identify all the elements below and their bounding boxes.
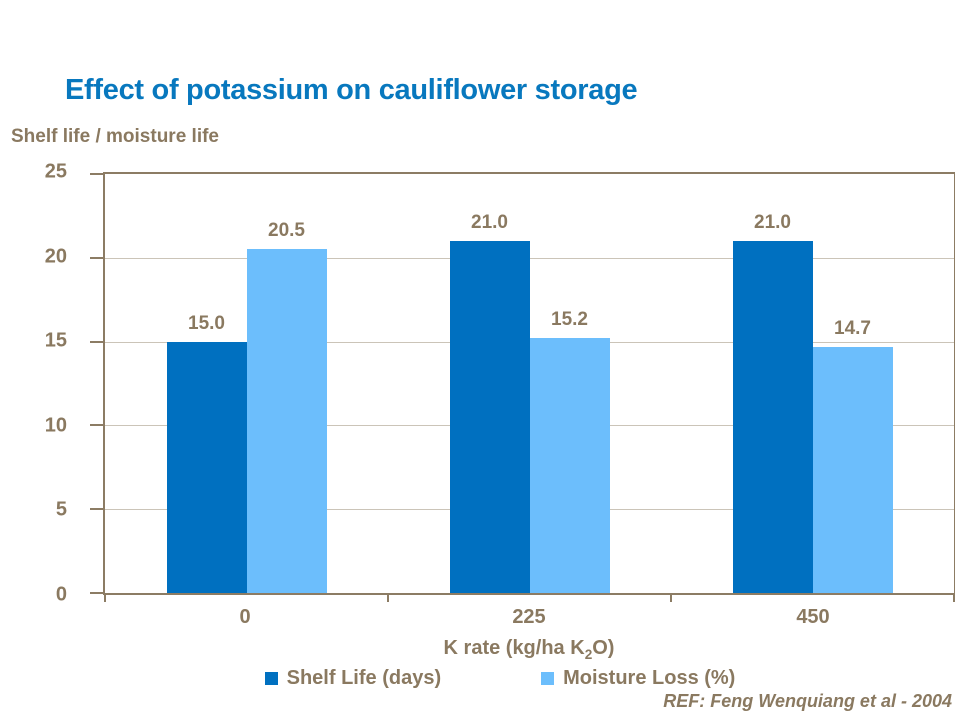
y-tick-label: 0 bbox=[55, 583, 67, 606]
gridline bbox=[105, 257, 954, 259]
x-tick-mark bbox=[386, 594, 389, 602]
y-tick-mark bbox=[90, 508, 103, 511]
legend-item-shelf-life-days: Shelf Life (days) bbox=[264, 667, 442, 690]
y-tick-label: 5 bbox=[55, 498, 67, 521]
x-tick-label: 0 bbox=[239, 606, 251, 628]
x-axis-title-text-end: O) bbox=[592, 637, 615, 659]
x-axis-title-text: K rate (kg/ha K bbox=[443, 637, 585, 659]
bar-moisture-loss: 20.5 bbox=[246, 221, 327, 593]
y-tick-mark bbox=[90, 173, 103, 175]
plot-area: 15.0 20.5 21.0 15.2 21.0 14.7 bbox=[90, 172, 955, 602]
x-tick-mark bbox=[953, 594, 955, 602]
x-axis-title-subscript: 2 bbox=[584, 647, 593, 662]
x-tick-mark bbox=[104, 594, 106, 602]
bar-group-450: 21.0 14.7 bbox=[671, 174, 954, 593]
bar-value-label: 15.0 bbox=[188, 312, 225, 334]
reference-text: REF: Feng Wenquiang et al - 2004 bbox=[663, 691, 952, 711]
y-tick-mark bbox=[90, 592, 103, 594]
y-tick-label: 20 bbox=[44, 245, 67, 268]
legend: Shelf Life (days) Moisture Loss (%) bbox=[50, 667, 950, 690]
bar-moisture-loss: 14.7 bbox=[812, 319, 893, 593]
legend-label: Moisture Loss (%) bbox=[563, 667, 736, 689]
bar-group-225: 21.0 15.2 bbox=[388, 174, 671, 593]
bar-groups: 15.0 20.5 21.0 15.2 21.0 14.7 bbox=[105, 174, 954, 593]
legend-label: Shelf Life (days) bbox=[286, 667, 442, 689]
bar-shelf-life-days: 21.0 bbox=[732, 213, 813, 593]
y-tick-mark bbox=[90, 424, 103, 427]
bar-value-label: 14.7 bbox=[834, 317, 871, 339]
y-tick-mark bbox=[90, 256, 103, 259]
bar-group-0: 15.0 20.5 bbox=[105, 174, 388, 593]
bar-value-label: 15.2 bbox=[551, 309, 588, 331]
y-tick-label: 15 bbox=[44, 329, 67, 352]
x-tick-mark bbox=[669, 594, 672, 602]
bar-chart: 15.0 20.5 21.0 15.2 21.0 14.7 0 5 10 15 20 25 bbox=[45, 161, 955, 606]
legend-swatch-shelf-life-days bbox=[264, 672, 278, 685]
y-axis-tick-labels: 0 5 10 15 20 25 bbox=[25, 161, 85, 606]
bar-moisture-loss: 15.2 bbox=[529, 310, 610, 593]
bar-value-label: 20.5 bbox=[268, 220, 305, 242]
x-tick-label: 450 bbox=[796, 606, 830, 628]
bar-value-label: 21.0 bbox=[471, 212, 508, 234]
x-tick-label: 225 bbox=[512, 606, 546, 628]
legend-item-moisture-loss: Moisture Loss (%) bbox=[541, 667, 735, 690]
bar-shelf-life-days: 21.0 bbox=[449, 213, 530, 593]
page-title: Effect of potassium on cauliflower stora… bbox=[65, 74, 638, 106]
x-axis-tick-labels: 0 225 450 bbox=[103, 606, 955, 629]
x-axis-title: K rate (kg/ha K2O) bbox=[103, 637, 955, 662]
legend-swatch-moisture-loss bbox=[541, 672, 555, 685]
y-axis-title: Shelf life / moisture life bbox=[11, 126, 219, 147]
bar-shelf-life-days: 15.0 bbox=[166, 314, 247, 593]
bar-value-label: 21.0 bbox=[754, 212, 791, 234]
y-tick-label: 10 bbox=[44, 414, 67, 437]
y-tick-mark bbox=[90, 340, 103, 343]
y-tick-label: 25 bbox=[44, 160, 67, 183]
